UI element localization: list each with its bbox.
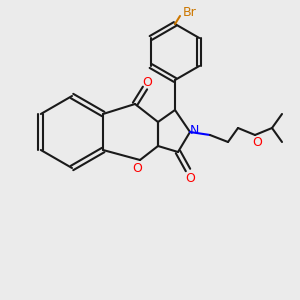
Text: O: O	[252, 136, 262, 149]
Text: O: O	[132, 161, 142, 175]
Text: Br: Br	[183, 5, 197, 19]
Text: O: O	[185, 172, 195, 184]
Text: O: O	[142, 76, 152, 88]
Text: N: N	[189, 124, 199, 136]
